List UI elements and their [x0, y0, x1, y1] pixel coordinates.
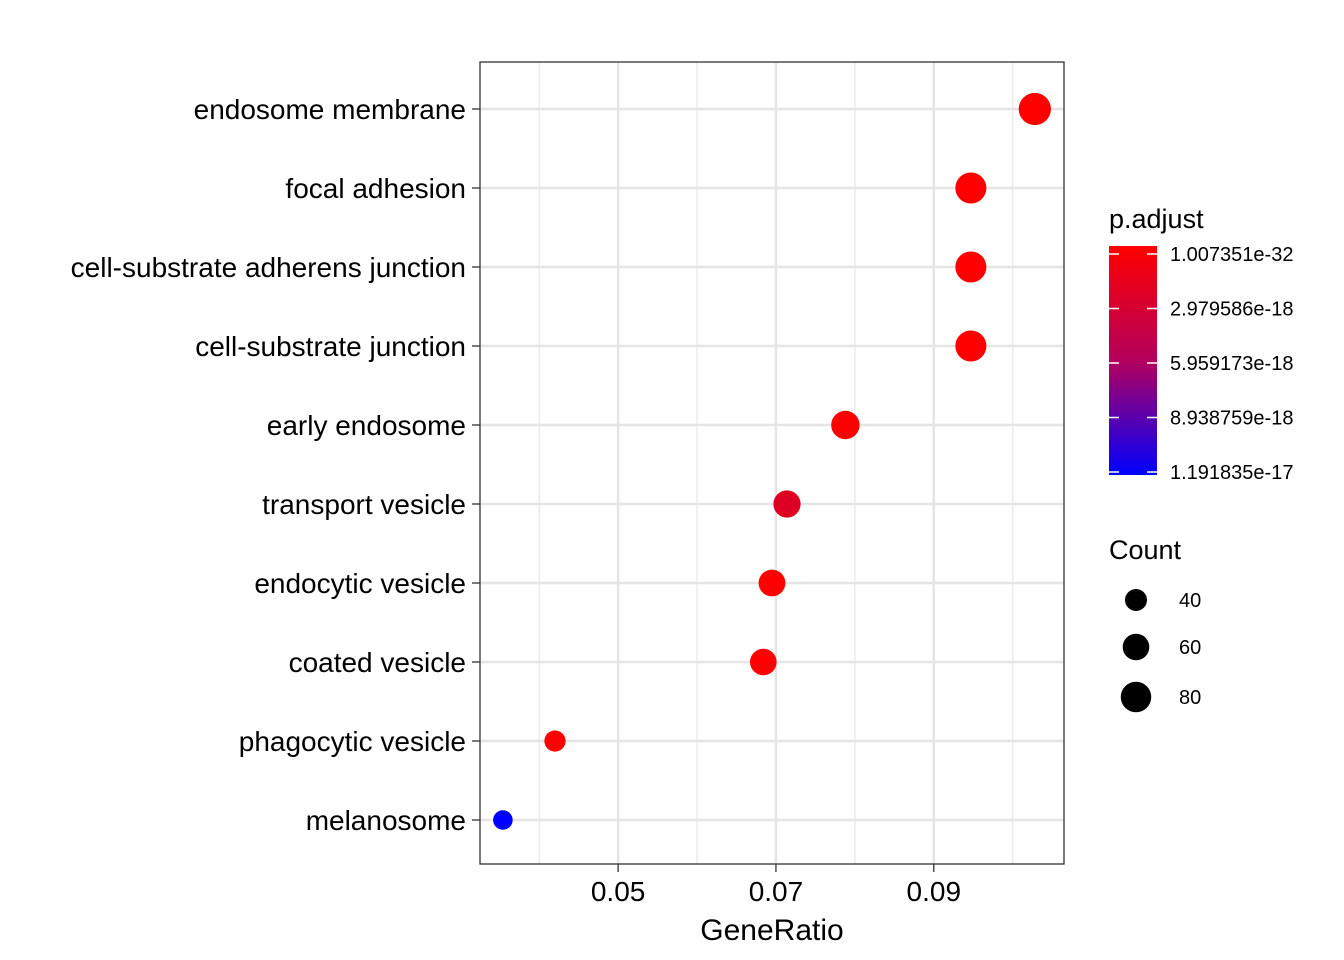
data-point: [831, 410, 860, 440]
color-legend-label: 1.191835e-17: [1170, 462, 1293, 484]
size-legend-items: 40 60 80: [1120, 588, 1201, 713]
size-legend-circle: [1122, 633, 1150, 661]
panel-border: [479, 61, 1065, 865]
minor-gridlines: [538, 62, 1014, 864]
color-legend: p.adjust 1.007351e-32 2.979586e-18 5.95917…: [1109, 204, 1293, 484]
y-tick-label: endosome membrane: [194, 94, 466, 125]
data-points: [493, 92, 1051, 830]
y-tick-label: cell-substrate junction: [195, 331, 466, 362]
y-tick-label: transport vesicle: [262, 489, 466, 520]
y-tick-label: cell-substrate adherens junction: [71, 252, 466, 283]
x-tick-label: 0.07: [749, 876, 804, 907]
color-legend-label: 1.007351e-32: [1170, 244, 1293, 266]
size-legend-label: 40: [1179, 590, 1201, 612]
color-legend-label: 5.959173e-18: [1170, 353, 1293, 375]
y-tick-label: phagocytic vesicle: [239, 726, 466, 757]
size-legend-label: 80: [1179, 687, 1201, 709]
data-point: [758, 569, 786, 597]
color-legend-bar: [1109, 246, 1157, 475]
color-legend-label: 8.938759e-18: [1170, 407, 1293, 429]
color-legend-label: 2.979586e-18: [1170, 298, 1293, 320]
y-tick-label: coated vesicle: [289, 647, 466, 678]
color-legend-title: p.adjust: [1109, 204, 1204, 234]
x-tick-label: 0.05: [591, 876, 646, 907]
color-legend-ticks: 1.007351e-32 2.979586e-18 5.959173e-18 8.93…: [1109, 244, 1293, 484]
data-point: [544, 730, 566, 752]
y-tick-label: endocytic vesicle: [254, 568, 466, 599]
x-axis-title: GeneRatio: [700, 914, 843, 947]
data-point: [493, 810, 513, 830]
x-axis: 0.05 0.07 0.09: [591, 864, 961, 907]
data-point: [955, 330, 987, 362]
size-legend: Count 40 60 80: [1109, 535, 1201, 713]
data-point: [955, 172, 987, 204]
data-point: [955, 251, 987, 283]
y-axis: endosome membrane focal adhesion cell-subs…: [71, 94, 480, 836]
size-legend-title: Count: [1109, 535, 1182, 565]
size-legend-label: 60: [1179, 637, 1201, 659]
data-point: [750, 648, 777, 676]
y-tick-label: early endosome: [267, 410, 466, 441]
size-legend-circle: [1120, 681, 1152, 713]
x-tick-label: 0.09: [907, 876, 962, 907]
size-legend-circle: [1124, 588, 1148, 612]
y-tick-label: melanosome: [306, 805, 466, 836]
data-point: [773, 490, 801, 518]
data-point: [1018, 92, 1051, 126]
y-tick-label: focal adhesion: [285, 173, 466, 204]
